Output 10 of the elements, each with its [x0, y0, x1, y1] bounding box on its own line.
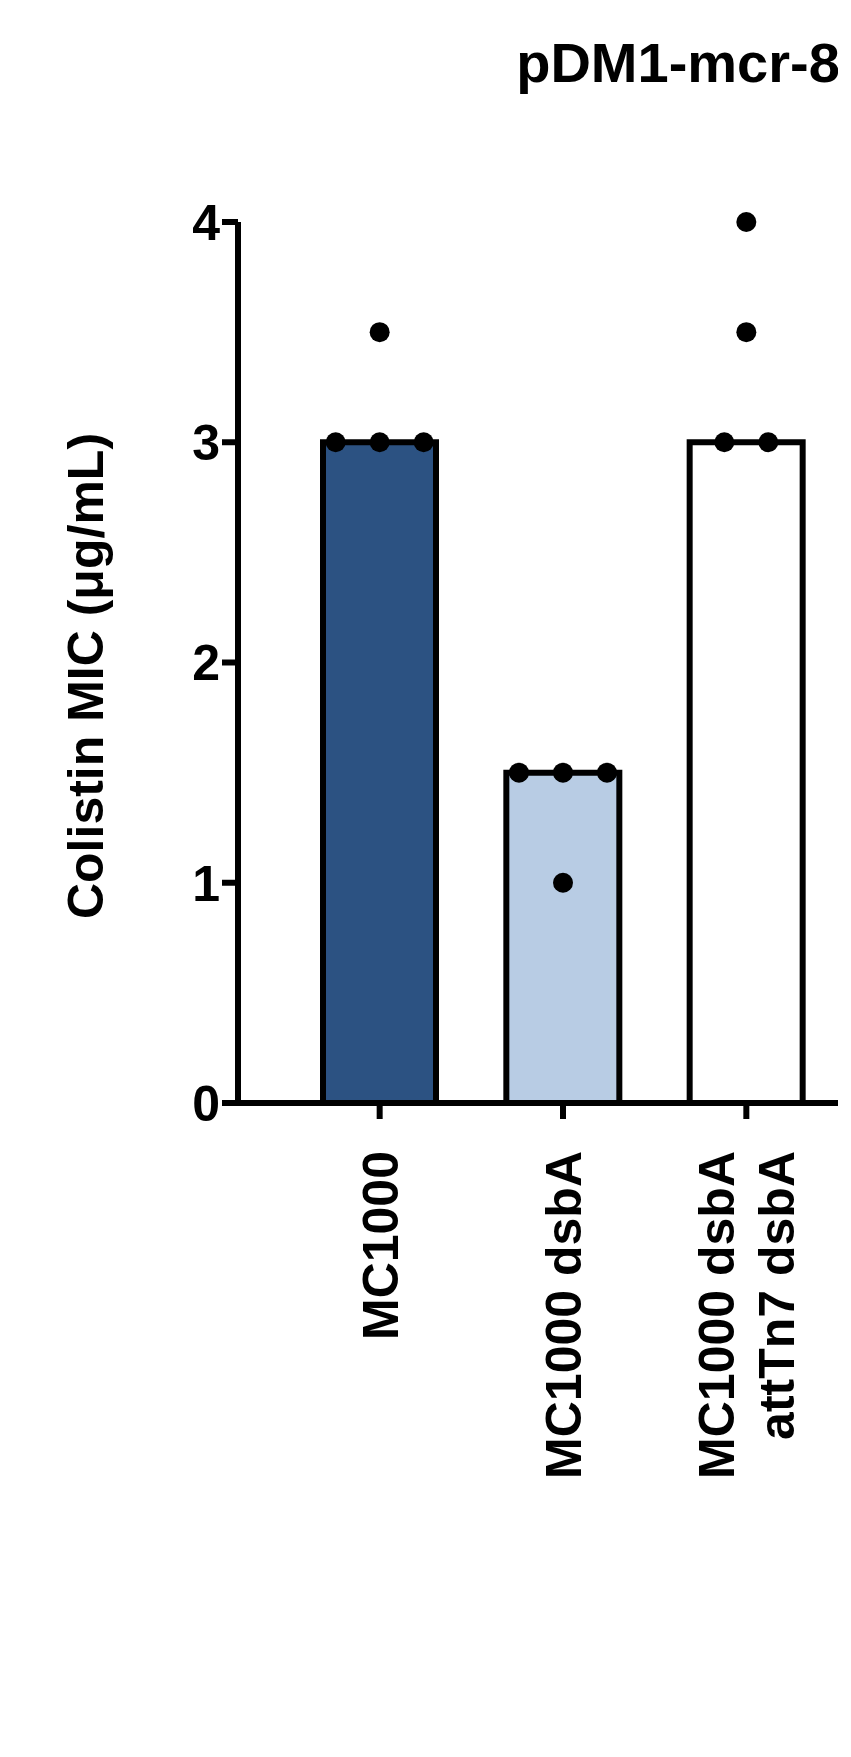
y-axis-title: Colistin MIC (μg/mL)	[57, 432, 115, 920]
chart-title: pDM1-mcr-8	[515, 30, 839, 95]
y-tick-label: 2	[192, 635, 220, 692]
y-tick-label: 4	[192, 194, 221, 251]
x-tick-label: MC1000	[352, 1151, 409, 1340]
x-tick-label: MC1000 dsbA attTn7 dsbA	[689, 1151, 806, 1479]
y-tick-label: 0	[192, 1075, 220, 1132]
y-tick-label: 3	[192, 415, 220, 471]
y-tick-label: 1	[192, 855, 220, 912]
x-tick-label: MC1000 dsbA	[536, 1151, 592, 1479]
